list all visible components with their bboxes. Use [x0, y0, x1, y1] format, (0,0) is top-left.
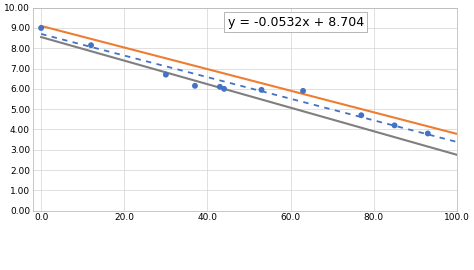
Point — [299, 89, 307, 93]
Point — [191, 84, 199, 88]
Point — [424, 131, 432, 136]
Point — [37, 26, 45, 30]
Point — [162, 72, 170, 77]
Point — [357, 113, 365, 117]
Point — [391, 123, 398, 127]
Point — [87, 43, 95, 47]
Point — [220, 87, 228, 91]
Text: y = -0.0532x + 8.704: y = -0.0532x + 8.704 — [228, 16, 364, 29]
Point — [216, 85, 224, 89]
Point — [258, 88, 265, 92]
